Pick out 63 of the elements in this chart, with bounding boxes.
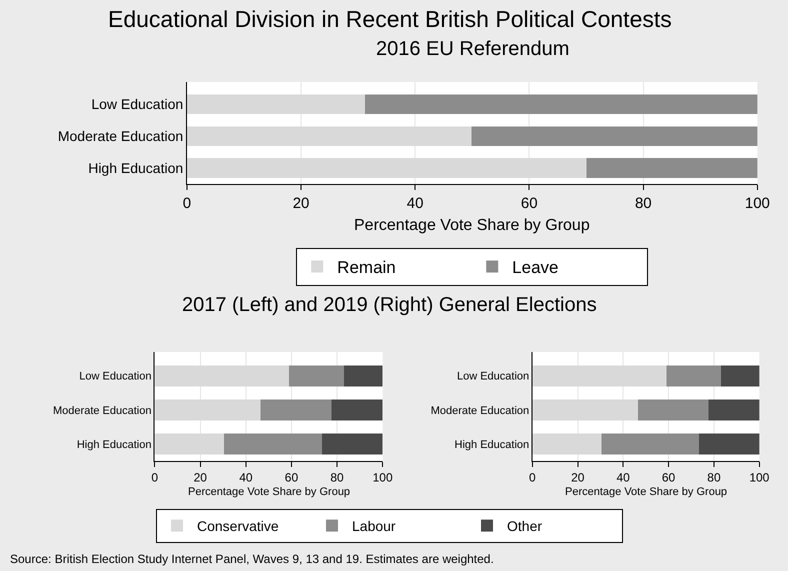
bar xyxy=(720,365,760,386)
x-tick-label: 40 xyxy=(406,195,424,212)
bar xyxy=(154,433,224,455)
x-axis-title: Percentage Vote Share by Group xyxy=(354,217,590,234)
y-tick-label: High Education xyxy=(88,160,184,176)
x-tick-label: 20 xyxy=(194,470,208,484)
bar xyxy=(532,365,666,386)
chart-title: 2017 (Left) and 2019 (Right) General Elections xyxy=(182,294,597,316)
x-tick-label: 0 xyxy=(151,470,158,484)
bar xyxy=(154,365,290,386)
x-tick-label: 20 xyxy=(571,470,585,484)
y-tick-label: Low Education xyxy=(456,370,530,383)
y-tick-label: Moderate Education xyxy=(53,404,152,417)
x-tick-label: 0 xyxy=(529,470,536,484)
legend-label: Leave xyxy=(512,258,559,278)
x-tick-label: 60 xyxy=(284,470,298,484)
bar xyxy=(472,126,758,146)
bar xyxy=(666,365,721,386)
bar xyxy=(224,433,322,455)
x-tick-label: 100 xyxy=(749,470,770,484)
x-tick-label: 0 xyxy=(182,195,192,212)
bar xyxy=(260,399,332,420)
legend-label: Conservative xyxy=(197,518,279,534)
y-tick-label: Moderate Education xyxy=(58,128,184,144)
x-tick-label: 60 xyxy=(520,195,538,212)
bar xyxy=(638,399,708,420)
bar xyxy=(602,433,700,455)
bar xyxy=(289,365,344,386)
x-tick-label: 20 xyxy=(292,195,310,212)
bar xyxy=(344,365,383,386)
x-tick-label: 80 xyxy=(330,470,344,484)
x-axis-title: Percentage Vote Share by Group xyxy=(565,486,728,498)
x-tick-label: 100 xyxy=(744,195,770,212)
legend-label: Labour xyxy=(352,518,396,534)
source-note: Source: British Election Study Internet Panel, Waves 9, 13 and 19. Estimates are weighted. xyxy=(10,552,494,566)
y-tick-label: Moderate Education xyxy=(430,404,530,417)
bar xyxy=(186,126,472,146)
legend-label: Remain xyxy=(337,258,396,278)
y-tick-label: Low Education xyxy=(79,370,152,383)
bar xyxy=(322,433,383,455)
bar xyxy=(186,94,365,114)
bar xyxy=(708,399,760,420)
x-tick-label: 40 xyxy=(239,470,253,484)
y-tick-label: Low Education xyxy=(91,96,184,112)
legend-label: Other xyxy=(507,518,542,534)
chart-title: Educational Division in Recent British Political Contests xyxy=(108,6,672,32)
y-tick-label: High Education xyxy=(454,438,530,451)
bar xyxy=(532,399,638,420)
x-tick-label: 80 xyxy=(707,470,721,484)
x-tick-label: 100 xyxy=(372,470,393,484)
bar xyxy=(186,158,586,178)
x-tick-label: 60 xyxy=(662,470,676,484)
chart-subtitle: 2016 EU Referendum xyxy=(376,38,570,60)
bar xyxy=(331,399,383,420)
x-axis-title: Percentage Vote Share by Group xyxy=(188,486,350,498)
x-tick-label: 80 xyxy=(634,195,652,212)
bar xyxy=(586,158,758,178)
y-tick-label: High Education xyxy=(76,438,152,451)
bar xyxy=(532,433,602,455)
bar xyxy=(699,433,760,455)
bar xyxy=(154,399,261,420)
x-tick-label: 40 xyxy=(616,470,630,484)
bar xyxy=(364,94,758,114)
